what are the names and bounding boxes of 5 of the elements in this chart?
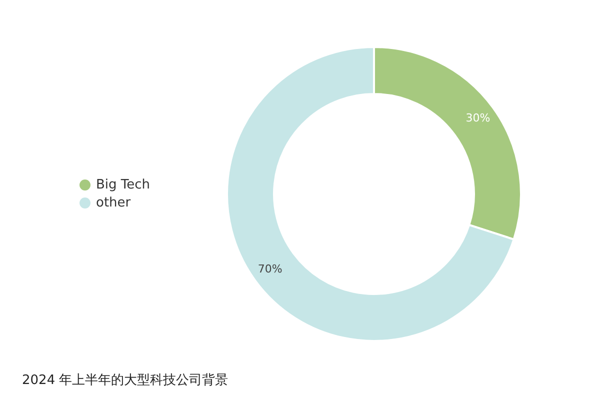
text: 2024 年上半年的大型科技公司背景: [22, 373, 228, 388]
data-label: 70%: [258, 262, 282, 276]
legend-label: other: [96, 196, 132, 211]
data-label: 30%: [466, 111, 490, 124]
legend-label: Big Tech: [96, 178, 150, 193]
